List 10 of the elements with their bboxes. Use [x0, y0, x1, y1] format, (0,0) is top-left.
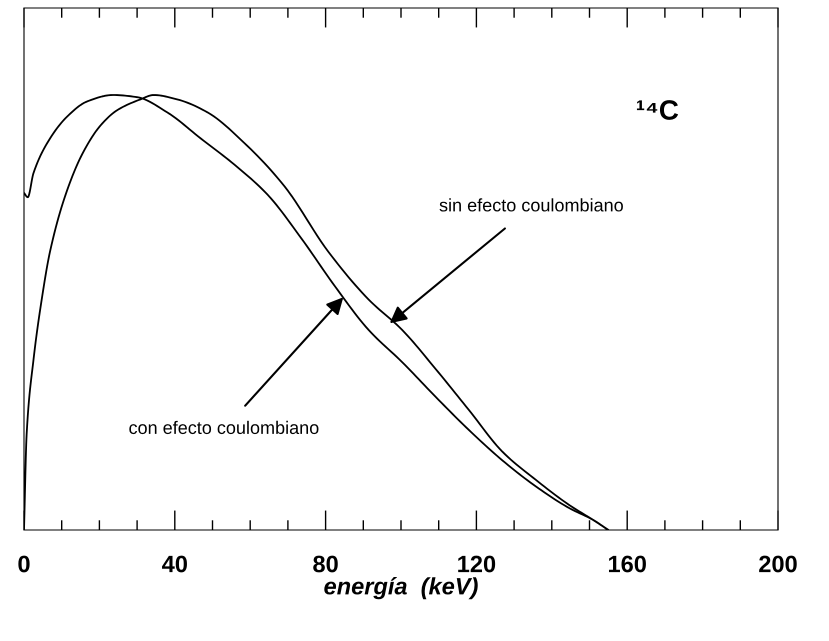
x-tick-label: 120: [458, 556, 496, 572]
x-tick-label: 80: [313, 556, 338, 572]
x-axis-title: energía (keV): [324, 577, 478, 600]
x-tick-label: 160: [608, 556, 646, 572]
x-tick-label: 200: [759, 556, 797, 572]
annotation: con efecto coulombiano: [129, 420, 318, 434]
x-tick-label: 0: [18, 556, 30, 572]
x-tick-label: 40: [162, 556, 187, 572]
annotation: sin efecto coulombiano: [440, 198, 623, 212]
annotation: ¹⁴C: [636, 100, 678, 120]
